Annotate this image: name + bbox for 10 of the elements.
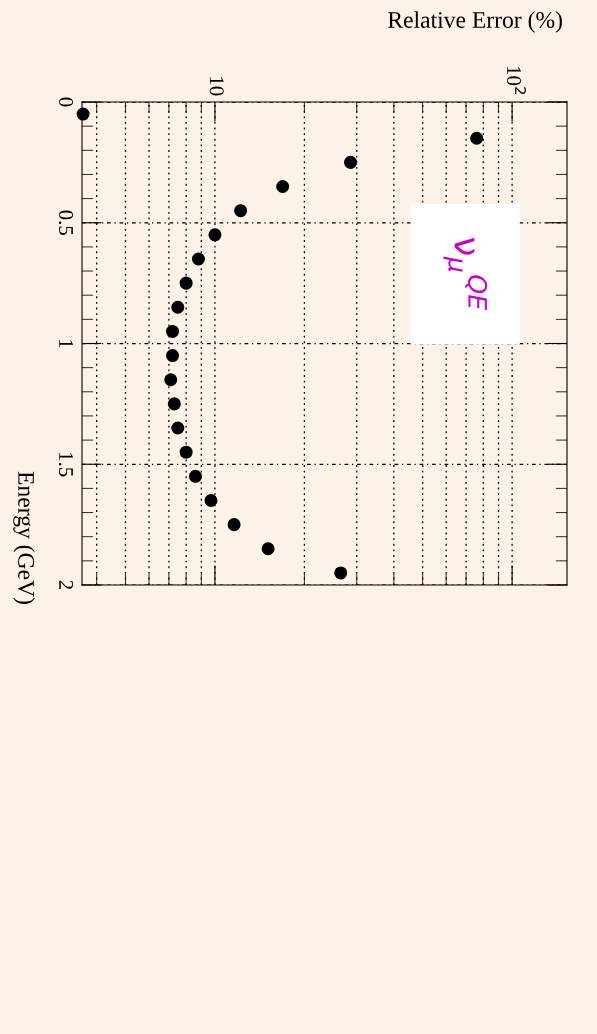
annotation: ν$_{μ}$$^{QE}$ (443, 237, 488, 311)
y-tick-label: 0.5 (58, 210, 74, 235)
y-tick-label: 2 (59, 580, 74, 590)
y-tick-label: 1.5 (58, 453, 73, 477)
y-tick-label: 1 (59, 340, 73, 348)
x-tick-label: 10$^{2}$ (506, 67, 526, 95)
x-axis-title: Relative Error (%) (387, 11, 562, 33)
y-axis-title: Energy (GeV) (13, 471, 35, 604)
x-tick-label: 10 (209, 77, 224, 96)
y-tick-label: 0 (59, 97, 74, 107)
